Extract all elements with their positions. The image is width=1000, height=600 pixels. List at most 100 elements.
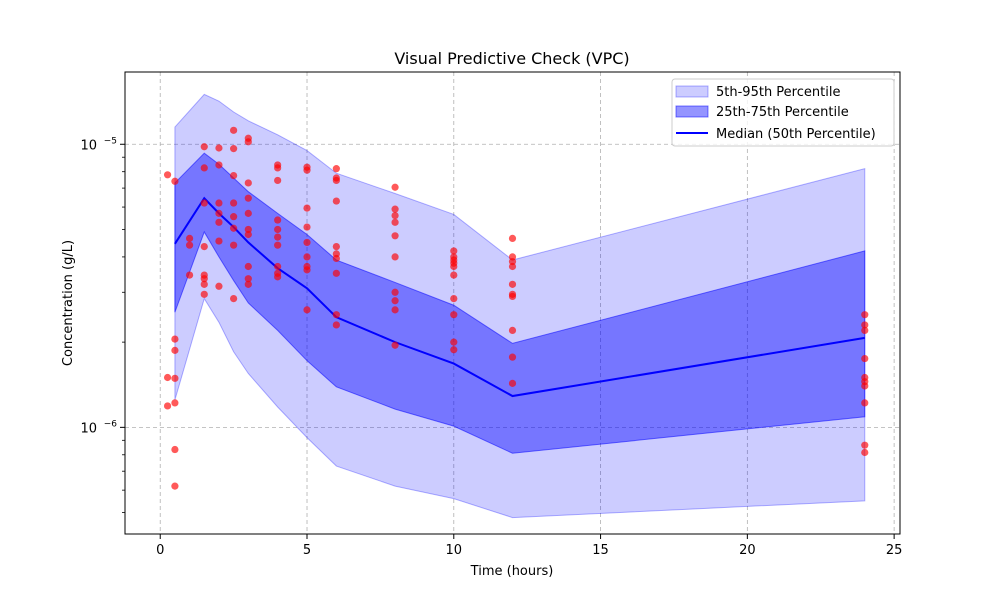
observed-point [163, 171, 172, 179]
observed-point [244, 230, 252, 239]
observed-point [861, 448, 869, 457]
observed-point [171, 445, 179, 454]
observed-point [171, 482, 179, 490]
y-axis-title: Concentration (g/L) [61, 240, 76, 366]
observed-point [215, 282, 223, 290]
observed-point [303, 223, 311, 231]
observed-point [391, 205, 399, 213]
observed-point [185, 234, 194, 242]
chart-title: Visual Predictive Check (VPC) [394, 49, 629, 68]
observed-point [303, 253, 311, 261]
y-tick-exponent: −6 [104, 419, 118, 429]
observed-point [215, 161, 223, 169]
observed-point [450, 271, 458, 279]
observed-point [230, 126, 238, 134]
observed-point [332, 243, 340, 251]
point-layer [163, 126, 869, 490]
legend-box [671, 78, 895, 147]
plot-frame [124, 71, 901, 535]
legend: 5th-95th Percentile 25th-75th Percentile… [671, 78, 895, 147]
observed-point [215, 237, 223, 245]
observed-point [861, 382, 869, 390]
observed-point [508, 292, 517, 301]
observed-point [861, 354, 869, 363]
observed-point [450, 247, 458, 255]
observed-point [861, 326, 869, 335]
observed-point [303, 238, 311, 247]
observed-point [303, 166, 311, 174]
observed-point [332, 321, 340, 329]
observed-point [391, 306, 399, 314]
observed-point [200, 164, 208, 172]
legend-swatch-inner-band [675, 105, 709, 118]
observed-point [185, 271, 194, 279]
observed-point [332, 197, 340, 205]
observed-point [171, 177, 179, 185]
observed-point [230, 224, 238, 232]
observed-point [508, 262, 517, 271]
observed-point [244, 280, 252, 288]
observed-point [215, 199, 223, 207]
observed-point [861, 311, 869, 319]
observed-point [230, 145, 238, 153]
band-layer [174, 93, 866, 519]
observed-point [303, 266, 311, 274]
observed-point [230, 199, 238, 207]
y-tick-exponent: −5 [104, 136, 117, 146]
observed-point [171, 374, 179, 382]
legend-swatch-outer-band [675, 85, 709, 98]
observed-point [185, 241, 194, 249]
observed-point [391, 253, 399, 261]
observed-point [861, 441, 869, 449]
observed-point [163, 402, 172, 410]
band-25-75-percentile [174, 152, 866, 454]
y-tick-label: 10 [80, 138, 97, 153]
observed-point [230, 294, 238, 303]
observed-point [450, 346, 458, 354]
observed-point [332, 311, 340, 319]
x-tick-label: 0 [156, 543, 164, 558]
observed-point [274, 176, 282, 185]
observed-point [200, 290, 208, 298]
observed-point [200, 143, 208, 151]
observed-point [274, 241, 282, 249]
observed-point [450, 338, 458, 346]
observed-point [332, 176, 340, 185]
x-tick-label: 15 [592, 543, 609, 558]
observed-point [171, 335, 179, 343]
observed-point [391, 211, 399, 220]
observed-point [391, 218, 399, 226]
observed-point [274, 225, 282, 234]
observed-point [215, 144, 223, 152]
observed-point [244, 209, 252, 217]
observed-point [450, 294, 458, 303]
observed-point [163, 373, 172, 382]
observed-point [200, 275, 208, 283]
observed-point [861, 321, 869, 329]
x-tick-label: 5 [303, 543, 311, 558]
observed-point [244, 138, 252, 146]
observed-point [508, 379, 517, 387]
band-5-95-percentile [174, 93, 866, 519]
x-tick-label: 20 [739, 543, 756, 558]
observed-point [332, 269, 340, 277]
observed-point [171, 399, 179, 407]
observed-point [274, 262, 282, 271]
observed-point [274, 273, 282, 281]
observed-point [230, 213, 238, 221]
observed-point [508, 353, 517, 361]
observed-point [244, 194, 252, 202]
y-tick-label: 10 [80, 421, 97, 436]
observed-point [391, 297, 399, 305]
observed-point [230, 172, 238, 180]
x-tick-label: 25 [886, 543, 903, 558]
x-axis-title: Time (hours) [470, 564, 554, 579]
observed-point [391, 341, 399, 349]
observed-point [230, 241, 238, 249]
observed-point [450, 311, 458, 319]
grid-layer [125, 72, 900, 534]
tick-layer: 0 5 10 15 20 25 10 −6 10 −5 [80, 136, 902, 558]
legend-label-median: Median (50th Percentile) [716, 127, 876, 142]
observed-point [391, 232, 399, 240]
